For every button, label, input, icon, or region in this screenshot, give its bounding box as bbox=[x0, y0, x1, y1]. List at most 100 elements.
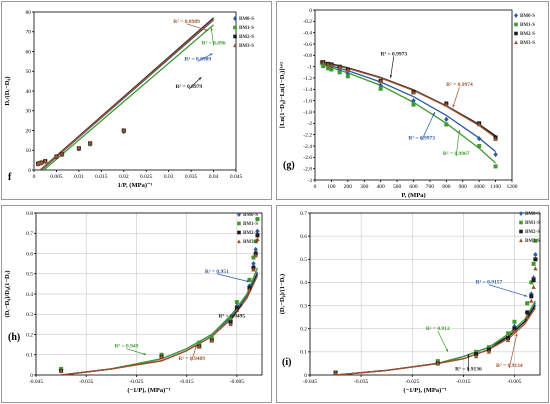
annotation-arrow bbox=[191, 344, 198, 361]
x-tick-label: -0.005 bbox=[230, 379, 244, 385]
data-point-bm2-s bbox=[255, 233, 260, 238]
legend-marker-bm2-s bbox=[237, 230, 241, 235]
x-tick-label: 0.04 bbox=[209, 174, 219, 180]
annotation-arrowhead bbox=[246, 280, 250, 283]
data-point-bm3-s bbox=[533, 266, 538, 271]
legend-entry: BM1-S bbox=[243, 222, 258, 227]
r-squared-label: R² = 0.9134 bbox=[496, 363, 523, 369]
annotation-arrowhead bbox=[457, 130, 461, 134]
data-point-bm3-s bbox=[378, 79, 383, 84]
y-axis-label: Dᵣ/(Dᵣ−D₀) bbox=[4, 76, 11, 105]
data-point-bm0-s bbox=[228, 317, 233, 323]
data-point-bm0-s bbox=[378, 82, 383, 88]
data-point-bm1-s bbox=[253, 239, 258, 244]
data-point-bm1-s bbox=[321, 64, 326, 69]
data-point-bm1-s bbox=[411, 102, 416, 107]
r-squared-label: R² = 0.896 bbox=[202, 41, 226, 47]
annotation-arrowhead bbox=[452, 104, 455, 108]
data-point-bm1-s bbox=[444, 122, 449, 127]
x-tick-label: -0.025 bbox=[129, 379, 143, 385]
y-tick-label: -2 bbox=[307, 121, 312, 127]
x-tick-label: -0.035 bbox=[79, 379, 93, 385]
data-point-bm0-s bbox=[247, 283, 252, 289]
y-tick-label: -1.6 bbox=[303, 98, 312, 104]
data-point-bm3-s bbox=[234, 307, 240, 312]
r-squared-label: R² = 0.9489 bbox=[178, 356, 205, 362]
annotation-arrowhead bbox=[445, 348, 448, 352]
data-point-bm1-s bbox=[329, 67, 334, 72]
data-point-bm0-s bbox=[531, 275, 536, 281]
y-tick-label: 0 bbox=[304, 373, 307, 379]
y-tick-label: 0.6 bbox=[26, 251, 33, 257]
legend-marker-bm0-s bbox=[237, 212, 241, 217]
legend-marker-bm0-s bbox=[519, 211, 523, 216]
y-tick-label: 50 bbox=[26, 69, 32, 75]
legend-marker-bm1-s bbox=[233, 25, 237, 30]
annotation-arrowhead bbox=[205, 28, 209, 32]
y-tick-label: 30 bbox=[26, 109, 32, 115]
y-tick-label: 40 bbox=[26, 89, 32, 95]
data-point-bm3-s bbox=[345, 67, 351, 72]
data-point-bm1-s bbox=[531, 261, 536, 266]
y-tick-label: -0.2 bbox=[303, 19, 312, 25]
x-tick-label: 300 bbox=[360, 184, 369, 190]
x-tick-label: -0.015 bbox=[456, 379, 470, 385]
data-point-bm0-s bbox=[251, 261, 256, 267]
x-tick-label: 500 bbox=[393, 184, 402, 190]
y-tick-label: 0.5 bbox=[300, 257, 307, 263]
y-tick-label: 0.1 bbox=[300, 350, 307, 356]
legend-entry: BM1-S bbox=[520, 23, 535, 28]
legend-entry: BM1-S bbox=[525, 221, 540, 226]
x-tick-label: 0 bbox=[314, 184, 317, 190]
legend-entry: BM2-S bbox=[520, 32, 535, 37]
x-tick-label: 600 bbox=[409, 184, 418, 190]
legend-marker-bm3-s bbox=[233, 43, 237, 48]
annotation-arrow bbox=[197, 53, 213, 62]
annotation-arrowhead bbox=[467, 354, 470, 357]
data-point-bm3-s bbox=[333, 370, 338, 375]
r-squared-label: R² = 0.9974 bbox=[446, 82, 473, 88]
data-point-bm2-s bbox=[529, 294, 534, 299]
data-point-bm3-s bbox=[76, 145, 82, 150]
legend-marker-bm2-s bbox=[233, 34, 237, 39]
data-point-bm3-s bbox=[505, 337, 511, 343]
data-point-bm2-s bbox=[531, 278, 536, 283]
data-point-bm3-s bbox=[476, 122, 482, 127]
y-tick-label: -2.8 bbox=[303, 166, 312, 172]
data-point-bm0-s bbox=[529, 291, 534, 297]
y-tick-label: 0.6 bbox=[300, 234, 307, 240]
r-squared-label: R² = 0.9973 bbox=[380, 51, 407, 57]
data-point-bm3-s bbox=[121, 127, 126, 132]
x-tick-label: 200 bbox=[344, 184, 353, 190]
data-point-bm3-s bbox=[325, 62, 331, 67]
x-tick-label: -0.045 bbox=[29, 379, 43, 385]
x-tick-label: 1000 bbox=[474, 184, 485, 190]
data-point-bm3-s bbox=[39, 159, 44, 165]
y-axis-label: [Ln(1−D₀)−Ln(1−Dᵣ)]¹ᵆ² bbox=[279, 62, 286, 128]
r-squared-label: R² = 0.8989 bbox=[173, 19, 200, 25]
legend-marker-bm1-s bbox=[519, 220, 523, 225]
data-point-bm3-s bbox=[43, 158, 48, 163]
data-point-bm3-s bbox=[329, 62, 334, 67]
legend-entry: BM2-S bbox=[525, 230, 540, 235]
chart-panel-h: -0.045 -0.035 -0.025 -0.015 -0.005 0 0.1 0.2 0.3… bbox=[1, 205, 272, 403]
data-point-bm1-s bbox=[486, 345, 491, 350]
y-tick-label: 0.4 bbox=[300, 280, 307, 286]
x-tick-label: -0.025 bbox=[405, 379, 419, 385]
legend-entry: BM1-S bbox=[239, 26, 254, 31]
y-tick-label: 0.7 bbox=[26, 231, 33, 237]
data-point-bm2-s bbox=[533, 257, 538, 262]
data-point-bm3-s bbox=[444, 102, 449, 107]
data-point-bm3-s bbox=[197, 344, 202, 349]
data-point-bm3-s bbox=[321, 60, 326, 65]
annotation-arrow bbox=[488, 284, 528, 297]
chart-panel-g: 0 100 200 300 400 500 600 700 800 900 1000 1100 1200… bbox=[276, 1, 549, 200]
x-tick-label: 1200 bbox=[507, 184, 518, 190]
data-point-bm0-s bbox=[493, 151, 498, 158]
annotation-arrow bbox=[126, 348, 147, 356]
data-point-bm1-s bbox=[228, 316, 233, 321]
y-tick-label: 0 bbox=[28, 168, 31, 174]
y-tick-label: 0.2 bbox=[26, 332, 33, 338]
